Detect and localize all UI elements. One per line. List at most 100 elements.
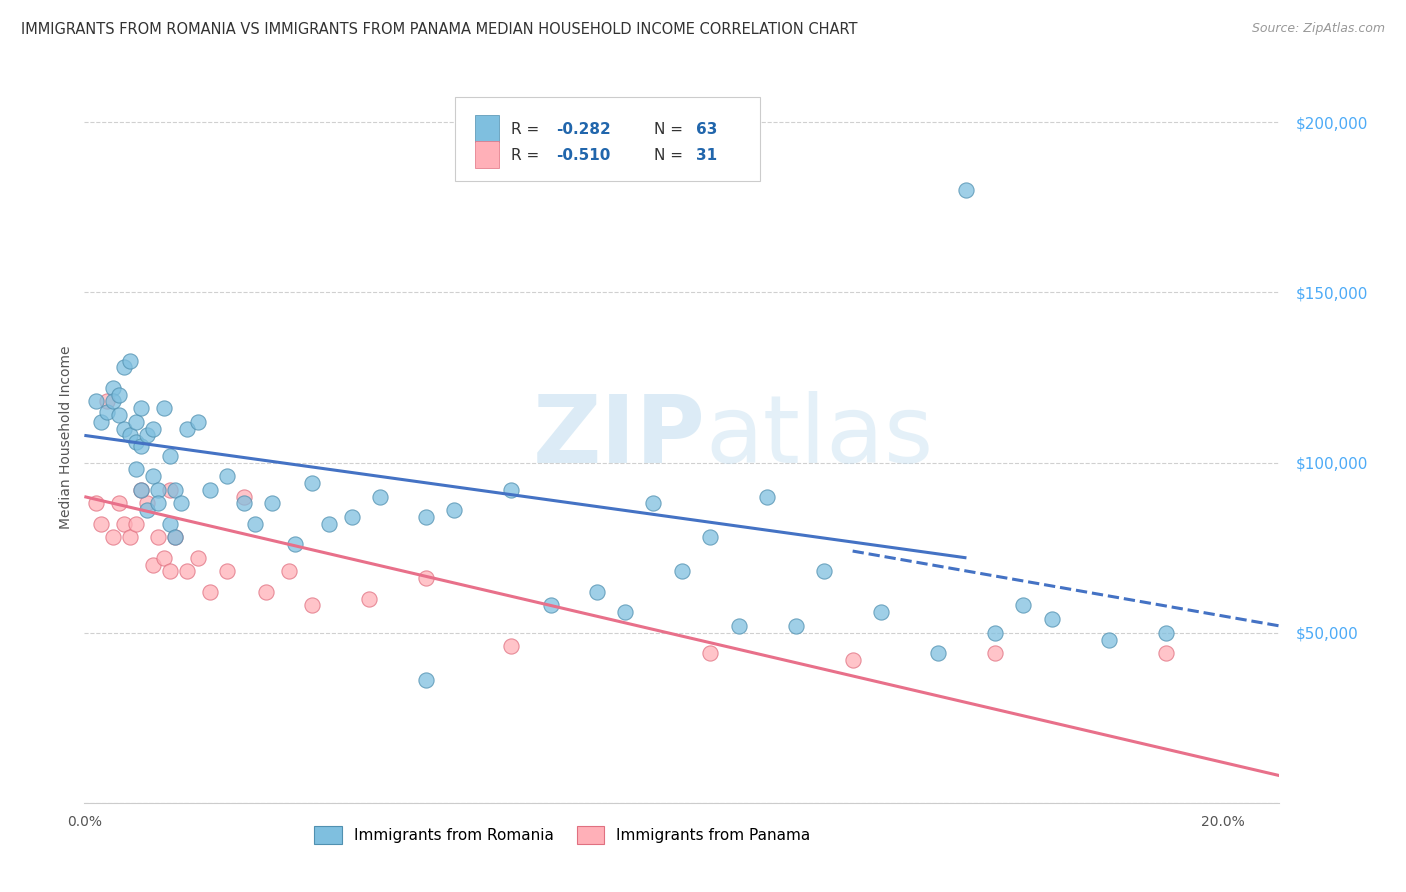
Point	[187, 550, 209, 565]
Point	[124, 435, 146, 450]
Point	[84, 496, 107, 510]
Point	[955, 183, 977, 197]
Point	[198, 585, 221, 599]
Point	[984, 625, 1007, 640]
Point	[870, 605, 893, 619]
FancyBboxPatch shape	[475, 114, 499, 143]
Text: N =: N =	[654, 122, 689, 137]
Point	[165, 483, 187, 497]
Point	[671, 565, 693, 579]
Point	[118, 353, 141, 368]
Point	[159, 516, 181, 531]
Point	[540, 599, 562, 613]
Point	[129, 439, 152, 453]
Point	[585, 585, 607, 599]
Point	[243, 516, 266, 531]
Point	[813, 565, 835, 579]
Point	[159, 449, 181, 463]
Point	[187, 415, 209, 429]
Point	[756, 490, 779, 504]
Text: 63: 63	[696, 122, 717, 137]
Point	[215, 469, 238, 483]
Text: IMMIGRANTS FROM ROMANIA VS IMMIGRANTS FROM PANAMA MEDIAN HOUSEHOLD INCOME CORREL: IMMIGRANTS FROM ROMANIA VS IMMIGRANTS FR…	[21, 22, 858, 37]
Point	[643, 496, 665, 510]
Point	[148, 483, 170, 497]
Text: Source: ZipAtlas.com: Source: ZipAtlas.com	[1251, 22, 1385, 36]
Point	[90, 415, 112, 429]
Point	[153, 401, 176, 416]
Point	[1098, 632, 1121, 647]
Text: 31: 31	[696, 148, 717, 163]
Point	[699, 646, 721, 660]
Point	[107, 408, 129, 422]
Y-axis label: Median Household Income: Median Household Income	[59, 345, 73, 529]
Point	[159, 565, 181, 579]
Point	[112, 421, 135, 435]
FancyBboxPatch shape	[475, 141, 499, 169]
Point	[112, 516, 135, 531]
Point	[443, 503, 465, 517]
Point	[118, 531, 141, 545]
Point	[129, 483, 152, 497]
Point	[984, 646, 1007, 660]
Point	[1040, 612, 1063, 626]
Point	[90, 516, 112, 531]
Point	[1012, 599, 1035, 613]
Point	[170, 496, 193, 510]
Point	[118, 428, 141, 442]
Point	[84, 394, 107, 409]
Point	[198, 483, 221, 497]
Point	[318, 516, 340, 531]
Point	[107, 496, 129, 510]
Point	[165, 531, 187, 545]
Point	[415, 571, 437, 585]
Point	[614, 605, 637, 619]
Point	[340, 510, 363, 524]
Point	[278, 565, 301, 579]
Text: -0.510: -0.510	[557, 148, 610, 163]
Point	[107, 387, 129, 401]
Point	[301, 475, 323, 490]
Point	[124, 462, 146, 476]
Point	[1154, 625, 1177, 640]
Point	[129, 401, 152, 416]
Legend: Immigrants from Romania, Immigrants from Panama: Immigrants from Romania, Immigrants from…	[308, 820, 817, 850]
Point	[129, 483, 152, 497]
Point	[96, 404, 118, 418]
Point	[841, 653, 863, 667]
Text: ZIP: ZIP	[533, 391, 706, 483]
Text: -0.282: -0.282	[557, 122, 612, 137]
Point	[699, 531, 721, 545]
Point	[101, 394, 124, 409]
Point	[232, 496, 254, 510]
Point	[101, 531, 124, 545]
Point	[124, 415, 146, 429]
Point	[96, 394, 118, 409]
Text: N =: N =	[654, 148, 689, 163]
Point	[101, 381, 124, 395]
Point	[727, 619, 749, 633]
Point	[284, 537, 307, 551]
Point	[301, 599, 323, 613]
Text: R =: R =	[510, 122, 544, 137]
Point	[785, 619, 807, 633]
Point	[176, 565, 198, 579]
Point	[136, 496, 159, 510]
Point	[256, 585, 278, 599]
Point	[142, 421, 165, 435]
Point	[927, 646, 949, 660]
Point	[148, 496, 170, 510]
Point	[153, 550, 176, 565]
Point	[1154, 646, 1177, 660]
Point	[136, 503, 159, 517]
Point	[415, 673, 437, 688]
Point	[176, 421, 198, 435]
Point	[124, 516, 146, 531]
Text: R =: R =	[510, 148, 544, 163]
Text: atlas: atlas	[706, 391, 934, 483]
Point	[232, 490, 254, 504]
Point	[501, 483, 523, 497]
Point	[368, 490, 391, 504]
FancyBboxPatch shape	[456, 97, 759, 181]
Point	[159, 483, 181, 497]
